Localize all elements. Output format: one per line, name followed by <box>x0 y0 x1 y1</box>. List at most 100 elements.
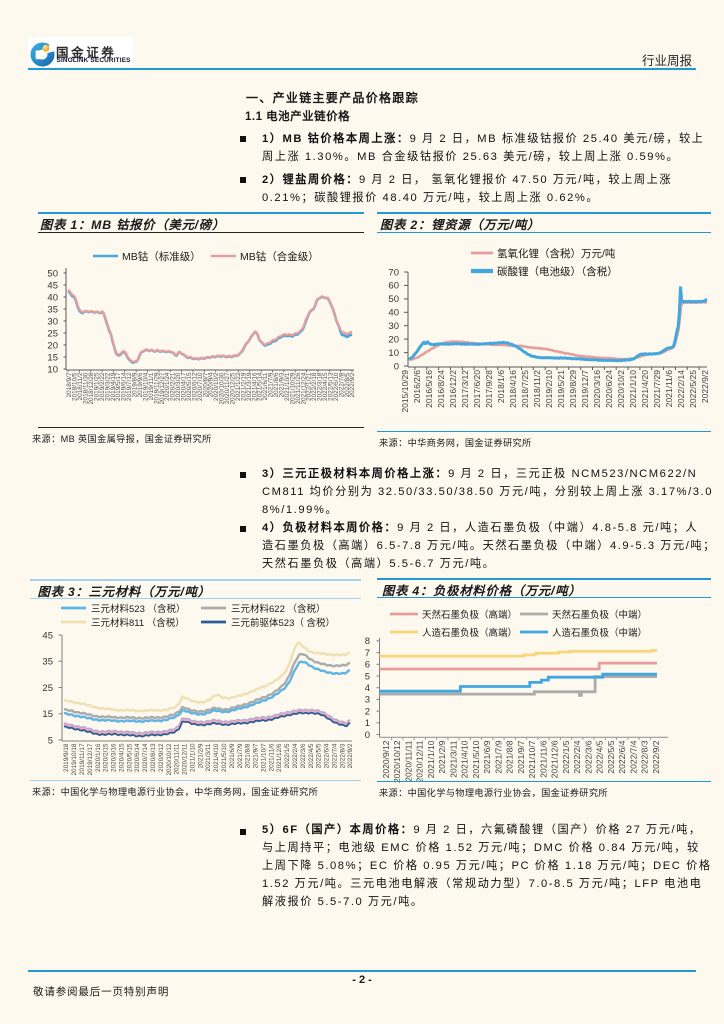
svg-text:2021/1/22: 2021/1/22 <box>235 372 242 401</box>
svg-text:35: 35 <box>42 657 53 668</box>
svg-text:2019/9/18: 2019/9/18 <box>63 743 70 772</box>
svg-text:2021/12/6: 2021/12/6 <box>550 740 560 778</box>
svg-text:2021/11/6: 2021/11/6 <box>539 740 549 777</box>
svg-text:2021/4/16: 2021/4/16 <box>251 372 258 401</box>
svg-text:15: 15 <box>47 352 58 363</box>
svg-text:0: 0 <box>365 730 370 741</box>
svg-text:2016/12/2: 2016/12/2 <box>448 370 458 408</box>
svg-text:2022/2/4: 2022/2/4 <box>292 743 299 768</box>
svg-text:2021/5/14: 2021/5/14 <box>257 372 264 401</box>
svg-text:2020/9/12: 2020/9/12 <box>158 743 165 772</box>
svg-text:2018/11/2: 2018/11/2 <box>77 372 84 400</box>
svg-text:2021/8/8: 2021/8/8 <box>505 740 515 773</box>
svg-text:2022/3/6: 2022/3/6 <box>300 743 307 768</box>
svg-text:2019/8/9: 2019/8/9 <box>132 372 139 397</box>
svg-text:2018/11/30: 2018/11/30 <box>83 372 90 404</box>
svg-text:2021/3/11: 2021/3/11 <box>205 743 212 771</box>
svg-text:三元前驱体523（ 含税）: 三元前驱体523（ 含税） <box>231 617 335 629</box>
svg-text:2022/6/4: 2022/6/4 <box>617 740 627 773</box>
svg-text:2016/5/16: 2016/5/16 <box>424 370 434 408</box>
svg-text:2022/2/4: 2022/2/4 <box>572 740 582 773</box>
svg-text:2020/1/24: 2020/1/24 <box>164 372 171 401</box>
svg-text:4: 4 <box>365 683 370 694</box>
svg-text:2019/7/12: 2019/7/12 <box>126 372 133 401</box>
svg-text:2020/2/15: 2020/2/15 <box>103 743 110 772</box>
svg-text:2022/5/25: 2022/5/25 <box>688 370 698 408</box>
svg-text:2020/12/11: 2020/12/11 <box>182 743 189 775</box>
svg-text:2020/6/14: 2020/6/14 <box>134 743 141 772</box>
svg-text:2021/10/1: 2021/10/1 <box>284 372 291 401</box>
svg-text:2021/2/9: 2021/2/9 <box>437 740 447 773</box>
svg-text:三元材料523 （含税）: 三元材料523 （含税） <box>91 603 186 615</box>
svg-text:2021/1/10: 2021/1/10 <box>426 740 436 778</box>
svg-text:2019/8/29: 2019/8/29 <box>568 370 578 408</box>
svg-text:2022/9/2: 2022/9/2 <box>349 372 356 397</box>
svg-text:2022/2/18: 2022/2/18 <box>311 372 318 401</box>
svg-text:2022/1/21: 2022/1/21 <box>306 372 313 401</box>
svg-text:MB钴（标准级）: MB钴（标准级） <box>122 251 201 263</box>
svg-text:2021/9/7: 2021/9/7 <box>516 740 526 773</box>
svg-text:2019/6/14: 2019/6/14 <box>121 372 128 401</box>
svg-text:2021/5/10: 2021/5/10 <box>221 743 228 772</box>
svg-text:2020/7/10: 2020/7/10 <box>197 372 204 401</box>
svg-text:2020/10/2: 2020/10/2 <box>616 370 626 408</box>
svg-text:25: 25 <box>47 328 58 339</box>
svg-text:30: 30 <box>388 321 399 332</box>
svg-text:10: 10 <box>47 364 58 375</box>
svg-text:2021/11/6: 2021/11/6 <box>664 370 674 407</box>
svg-text:25: 25 <box>42 683 53 694</box>
svg-text:2018/4/16: 2018/4/16 <box>508 370 518 408</box>
svg-text:2020/9/12: 2020/9/12 <box>381 740 391 778</box>
svg-text:2021/8/8: 2021/8/8 <box>245 743 252 768</box>
svg-text:2018/9/7: 2018/9/7 <box>66 372 73 397</box>
svg-text:0: 0 <box>394 361 399 372</box>
svg-text:2022/9/2: 2022/9/2 <box>347 743 354 768</box>
svg-text:2020/11/11: 2020/11/11 <box>404 740 414 782</box>
svg-text:2022/5/13: 2022/5/13 <box>328 372 335 401</box>
svg-text:60: 60 <box>388 281 399 292</box>
svg-text:2022/9/2: 2022/9/2 <box>700 370 710 403</box>
svg-text:50: 50 <box>47 268 58 279</box>
svg-text:2019/2/10: 2019/2/10 <box>544 370 554 408</box>
svg-text:2020/11/27: 2020/11/27 <box>224 372 231 404</box>
svg-text:2021/1/10: 2021/1/10 <box>190 743 197 772</box>
svg-text:2019/4/19: 2019/4/19 <box>110 372 117 401</box>
svg-text:2021/5/10: 2021/5/10 <box>471 740 481 778</box>
svg-text:2020/3/20: 2020/3/20 <box>175 372 182 401</box>
svg-text:2021/7/9: 2021/7/9 <box>268 372 275 397</box>
svg-text:2020/1/16: 2020/1/16 <box>95 743 102 772</box>
svg-text:2020/11/11: 2020/11/11 <box>174 743 181 774</box>
svg-text:2019/11/1: 2019/11/1 <box>148 372 155 400</box>
svg-text:2021/10/7: 2021/10/7 <box>261 743 268 772</box>
svg-text:45: 45 <box>42 630 53 641</box>
svg-text:20: 20 <box>47 340 58 351</box>
svg-text:碳酸锂（电池级）（含税）: 碳酸锂（电池级）（含税） <box>497 265 618 278</box>
svg-text:2019/12/7: 2019/12/7 <box>580 370 590 408</box>
svg-text:2022/3/18: 2022/3/18 <box>317 372 324 401</box>
svg-text:2019/3/22: 2019/3/22 <box>104 372 111 401</box>
svg-text:8: 8 <box>365 636 370 647</box>
svg-text:2016/8/24: 2016/8/24 <box>436 370 446 408</box>
svg-text:1: 1 <box>365 718 370 729</box>
svg-text:2020/10/2: 2020/10/2 <box>213 372 220 401</box>
svg-text:5: 5 <box>48 735 53 746</box>
svg-text:2021/8/6: 2021/8/6 <box>273 372 280 397</box>
svg-text:2020/4/17: 2020/4/17 <box>181 372 188 401</box>
svg-text:6: 6 <box>365 660 370 671</box>
svg-text:2022/2/14: 2022/2/14 <box>676 370 686 408</box>
svg-text:2021/1/10: 2021/1/10 <box>628 370 638 408</box>
svg-text:2019/5/17: 2019/5/17 <box>115 372 122 401</box>
svg-text:2022/1/5: 2022/1/5 <box>561 740 571 773</box>
svg-text:2021/2/9: 2021/2/9 <box>197 743 204 768</box>
svg-text:7: 7 <box>365 648 370 659</box>
svg-text:2018/10/5: 2018/10/5 <box>72 372 79 401</box>
svg-text:2021/10/7: 2021/10/7 <box>527 740 537 778</box>
svg-text:2021/3/19: 2021/3/19 <box>246 372 253 401</box>
svg-text:2022/1/5: 2022/1/5 <box>284 743 291 768</box>
svg-text:2022/7/8: 2022/7/8 <box>338 372 345 397</box>
svg-text:2020/10/12: 2020/10/12 <box>392 740 402 783</box>
svg-text:2021/12/24: 2021/12/24 <box>300 372 307 404</box>
svg-text:2021/7/29: 2021/7/29 <box>652 370 662 408</box>
svg-text:2015/10/29: 2015/10/29 <box>400 370 410 413</box>
svg-text:2022/8/3: 2022/8/3 <box>640 740 650 773</box>
